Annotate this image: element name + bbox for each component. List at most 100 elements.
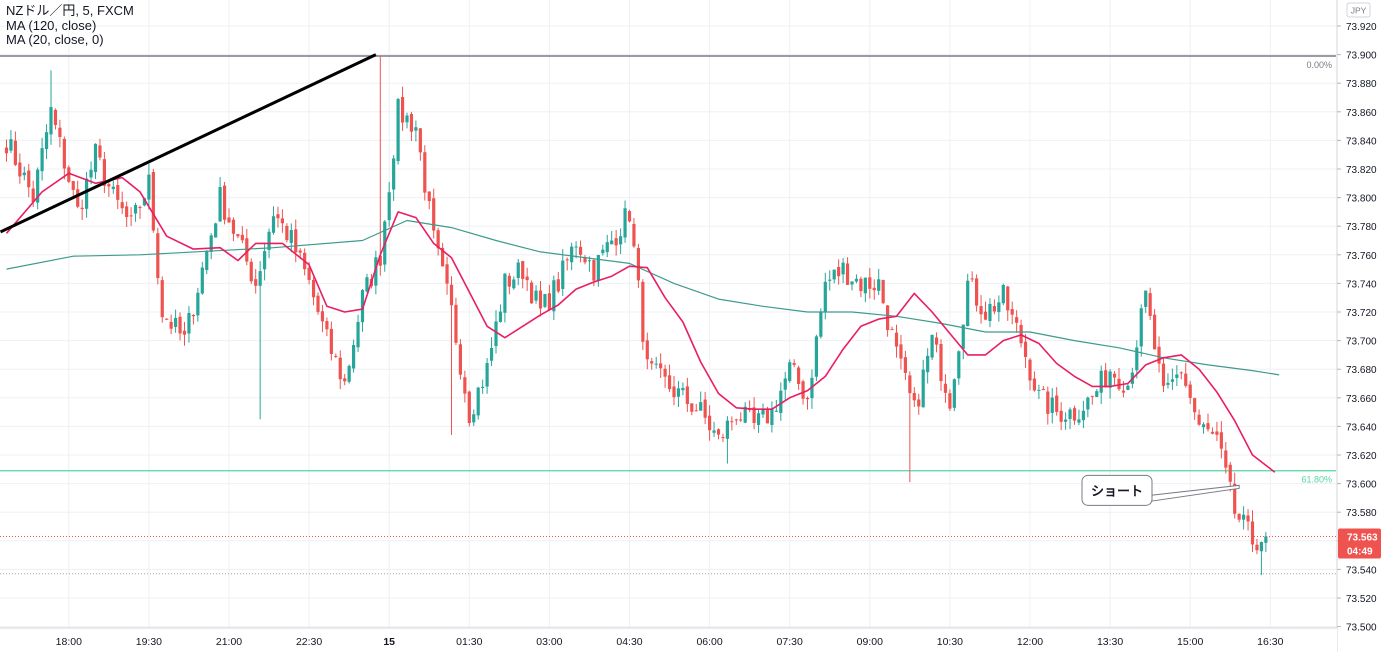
candle-body[interactable] xyxy=(1095,391,1099,397)
candle-body[interactable] xyxy=(80,207,84,210)
candle-body[interactable] xyxy=(49,107,53,135)
candle-body[interactable] xyxy=(1135,347,1139,371)
candle-body[interactable] xyxy=(205,250,209,271)
candle-body[interactable] xyxy=(503,273,507,313)
candle-body[interactable] xyxy=(414,127,418,131)
candle-body[interactable] xyxy=(1112,373,1117,378)
candle-body[interactable] xyxy=(730,421,734,423)
candle-body[interactable] xyxy=(1166,382,1170,385)
candle-body[interactable] xyxy=(4,147,9,154)
candle-body[interactable] xyxy=(1104,370,1108,388)
candle-body[interactable] xyxy=(699,402,703,411)
candle-body[interactable] xyxy=(899,344,903,359)
candle-body[interactable] xyxy=(147,174,151,200)
candle-body[interactable] xyxy=(854,278,859,282)
candle-body[interactable] xyxy=(561,260,565,289)
candle-body[interactable] xyxy=(1179,372,1183,374)
candle-body[interactable] xyxy=(71,181,75,190)
candle-body[interactable] xyxy=(436,230,440,249)
time-axis[interactable]: 18:00 19:30 21:00 22:30 15 01:30 03:00 04:30 06:… xyxy=(0,627,1337,652)
candle-body[interactable] xyxy=(320,311,325,322)
candle-body[interactable] xyxy=(1010,309,1014,315)
candle-body[interactable] xyxy=(1246,515,1250,522)
candle-body[interactable] xyxy=(378,255,382,266)
candle-body[interactable] xyxy=(294,229,298,253)
candle-body[interactable] xyxy=(1215,431,1219,435)
candle-body[interactable] xyxy=(939,343,943,382)
candle-body[interactable] xyxy=(525,276,529,281)
candle-body[interactable] xyxy=(650,361,654,364)
candle-body[interactable] xyxy=(797,367,801,384)
candle-body[interactable] xyxy=(1170,379,1174,382)
candle-body[interactable] xyxy=(102,159,106,186)
candle-body[interactable] xyxy=(53,109,58,125)
candle-body[interactable] xyxy=(592,260,596,281)
candle-body[interactable] xyxy=(409,113,414,132)
candle-body[interactable] xyxy=(681,387,685,391)
candle-body[interactable] xyxy=(1050,397,1054,413)
candle-body[interactable] xyxy=(832,269,836,280)
ma120-legend[interactable]: MA (120, close) xyxy=(6,17,97,33)
candle-body[interactable] xyxy=(1255,544,1259,551)
candle-body[interactable] xyxy=(356,321,360,348)
candle-body[interactable] xyxy=(151,172,155,231)
candle-body[interactable] xyxy=(9,139,13,151)
candle-body[interactable] xyxy=(454,304,458,343)
candle-body[interactable] xyxy=(441,247,445,267)
candle-body[interactable] xyxy=(1032,378,1037,391)
candle-body[interactable] xyxy=(40,148,44,172)
candle-body[interactable] xyxy=(214,223,218,238)
candle-body[interactable] xyxy=(365,277,369,292)
candle-body[interactable] xyxy=(1219,432,1223,449)
candle-body[interactable] xyxy=(894,332,899,347)
fib-retracement[interactable]: 0.00% 61.80% xyxy=(0,55,1336,485)
candle-body[interactable] xyxy=(445,264,449,284)
candle-body[interactable] xyxy=(418,128,422,153)
candle-body[interactable] xyxy=(1006,286,1010,311)
candle-body[interactable] xyxy=(1041,389,1045,391)
candle-body[interactable] xyxy=(231,219,236,234)
candle-body[interactable] xyxy=(129,215,133,217)
candle-body[interactable] xyxy=(18,162,22,177)
candle-body[interactable] xyxy=(516,262,520,279)
candle-body[interactable] xyxy=(280,218,284,224)
candle-body[interactable] xyxy=(765,409,770,424)
candle-body[interactable] xyxy=(975,278,979,306)
candle-body[interactable] xyxy=(1139,308,1143,347)
candle-body[interactable] xyxy=(156,233,160,279)
candle-body[interactable] xyxy=(1121,390,1126,393)
candle-body[interactable] xyxy=(1081,410,1085,421)
candle-body[interactable] xyxy=(1259,541,1263,552)
candle-body[interactable] xyxy=(841,262,845,275)
candle-body[interactable] xyxy=(236,234,240,237)
candle-body[interactable] xyxy=(614,238,618,246)
candle-body[interactable] xyxy=(961,324,965,349)
candle-body[interactable] xyxy=(36,169,40,203)
candle-body[interactable] xyxy=(449,284,454,306)
candle-body[interactable] xyxy=(1086,397,1090,410)
candle-body[interactable] xyxy=(663,368,667,377)
candle-body[interactable] xyxy=(619,236,623,245)
candle-body[interactable] xyxy=(62,138,66,169)
candle-body[interactable] xyxy=(837,266,841,277)
candle-body[interactable] xyxy=(187,312,191,334)
candle-body[interactable] xyxy=(133,204,138,214)
candle-body[interactable] xyxy=(983,311,988,320)
candle-body[interactable] xyxy=(770,408,774,426)
candle-body[interactable] xyxy=(512,279,516,289)
candle-body[interactable] xyxy=(316,295,320,312)
candle-body[interactable] xyxy=(467,391,471,424)
candle-body[interactable] xyxy=(1161,363,1166,386)
candle-body[interactable] xyxy=(988,303,992,321)
candle-body[interactable] xyxy=(125,206,129,218)
candle-body[interactable] xyxy=(739,419,743,421)
candle-body[interactable] xyxy=(387,192,391,221)
candle-body[interactable] xyxy=(819,311,823,337)
candle-body[interactable] xyxy=(218,187,222,222)
candle-body[interactable] xyxy=(912,392,916,401)
candle-body[interactable] xyxy=(93,143,98,173)
candle-body[interactable] xyxy=(948,393,952,409)
candle-body[interactable] xyxy=(654,363,658,365)
candle-body[interactable] xyxy=(859,278,863,292)
